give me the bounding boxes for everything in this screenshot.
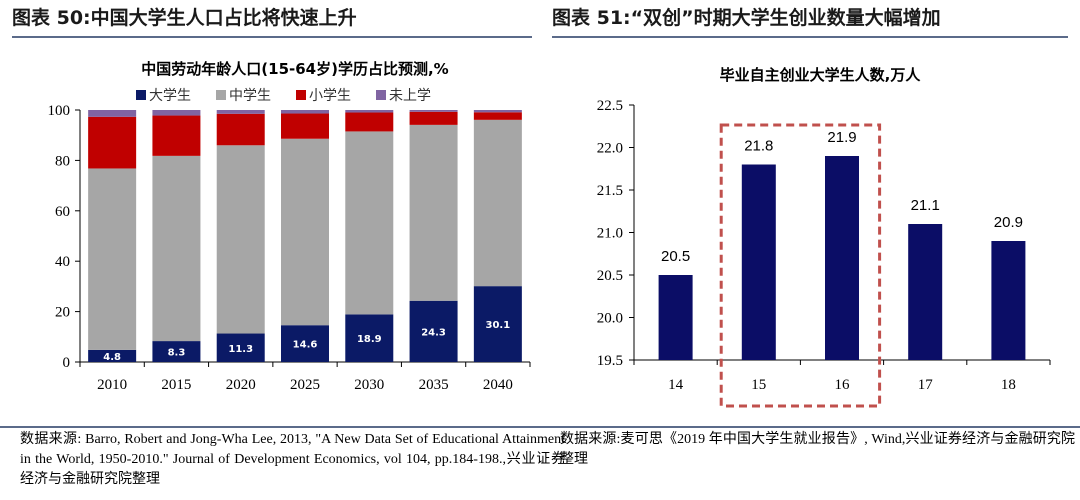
left-bar-segment (152, 341, 201, 362)
source-note-left: 数据来源: Barro, Robert and Jong-Wha Lee, 20… (20, 432, 565, 487)
left-bar-segment (473, 286, 522, 362)
left-bar-segment (473, 110, 522, 113)
left-bar-segment (216, 145, 265, 334)
right-y-tick-label: 21.5 (597, 183, 623, 199)
left-legend-label: 未上学 (389, 88, 431, 104)
right-highlight-box (719, 123, 882, 408)
left-bar-segment (152, 110, 201, 116)
left-bar-segment (88, 110, 137, 117)
left-bar-segment (409, 111, 458, 125)
left-bar-data-label: 4.8 (103, 352, 121, 363)
right-chart-title: 毕业自主创业大学生人数,万人 (719, 66, 921, 84)
left-bar-data-label: 30.1 (486, 320, 511, 331)
left-bar-segment (216, 110, 265, 114)
left-y-tick-label: 20 (55, 305, 70, 321)
right-bar (991, 241, 1026, 360)
right-bar-data-label: 21.1 (911, 197, 940, 214)
left-bar-segment (281, 113, 329, 139)
left-bar-segment (88, 168, 137, 350)
left-bar-segment (473, 112, 522, 120)
left-y-tick-label: 0 (63, 355, 71, 371)
right-y-tick-label: 19.5 (597, 353, 623, 369)
left-x-tick-label: 2010 (97, 377, 127, 393)
left-bar-segment (88, 349, 137, 362)
right-bar-data-label: 20.5 (661, 248, 690, 265)
left-y-tick-label: 80 (55, 153, 70, 169)
right-x-tick-label: 16 (835, 377, 851, 393)
left-y-tick-label: 60 (55, 204, 70, 220)
left-bar-segment (281, 325, 329, 362)
right-y-tick-label: 22.0 (597, 141, 623, 157)
right-bar (741, 164, 776, 360)
right-x-tick-label: 17 (918, 377, 934, 393)
left-legend-label: 小学生 (309, 88, 351, 104)
right-y-tick-label: 20.5 (597, 268, 623, 284)
left-x-tick-label: 2015 (161, 377, 191, 393)
left-x-tick-label: 2035 (419, 377, 449, 393)
left-figure-header: 图表 50:中国大学生人口占比将快速上升 (12, 0, 532, 38)
right-bar-data-label: 21.9 (827, 129, 856, 146)
left-y-tick-label: 100 (48, 103, 71, 119)
left-legend-swatch (296, 90, 306, 100)
left-bar-segment (409, 110, 458, 112)
left-bar-data-label: 24.3 (421, 327, 446, 338)
left-x-tick-label: 2025 (290, 377, 320, 393)
source-notes: 数据来源: Barro, Robert and Jong-Wha Lee, 20… (0, 426, 1080, 500)
left-bar-segment (216, 333, 265, 362)
left-bar-segment (281, 110, 329, 114)
left-legend-swatch (376, 90, 386, 100)
right-y-tick-label: 21.0 (597, 226, 623, 242)
right-bar (825, 156, 859, 360)
right-figure-header: 图表 51:“双创”时期大学生创业数量大幅增加 (552, 0, 1068, 38)
left-bar-segment (281, 138, 329, 326)
right-bar-data-label: 21.8 (744, 138, 773, 155)
left-bar-segment (409, 300, 458, 362)
left-legend-swatch (216, 90, 226, 100)
right-x-tick-label: 15 (751, 377, 766, 393)
right-y-tick-label: 20.0 (597, 311, 623, 327)
left-bar-data-label: 8.3 (168, 348, 186, 359)
left-bar-segment (345, 314, 394, 362)
left-bar-segment (473, 119, 522, 287)
left-x-tick-label: 2020 (226, 377, 256, 393)
left-legend-label: 大学生 (149, 88, 191, 104)
left-bar-segment (152, 115, 201, 156)
left-bar-segment (345, 112, 394, 132)
left-bar-data-label: 18.9 (357, 334, 382, 345)
right-bar-data-label: 20.9 (994, 214, 1023, 231)
left-bar-segment (345, 131, 394, 315)
left-bar-data-label: 11.3 (228, 344, 253, 355)
left-bar-segment (216, 113, 265, 146)
right-bar (908, 224, 943, 360)
right-x-tick-label: 18 (1001, 377, 1016, 393)
right-x-tick-label: 14 (668, 377, 684, 393)
source-note-right: 数据来源:麦可思《2019 年中国大学生就业报告》, Wind,兴业证券经济与金… (560, 432, 1075, 467)
left-x-tick-label: 2040 (483, 377, 513, 393)
left-y-tick-label: 40 (55, 254, 70, 270)
left-bar-segment (409, 124, 458, 301)
left-chart-title: 中国劳动年龄人口(15-64岁)学历占比预测,% (141, 60, 449, 78)
left-legend-swatch (136, 90, 146, 100)
left-legend-label: 中学生 (229, 88, 271, 104)
left-x-tick-label: 2030 (354, 377, 384, 393)
left-bar-segment (345, 110, 394, 113)
left-bar-segment (152, 155, 201, 342)
right-y-tick-label: 22.5 (597, 98, 623, 114)
left-bar-data-label: 14.6 (293, 340, 318, 351)
right-bar (658, 275, 693, 360)
left-bar-segment (88, 116, 137, 169)
